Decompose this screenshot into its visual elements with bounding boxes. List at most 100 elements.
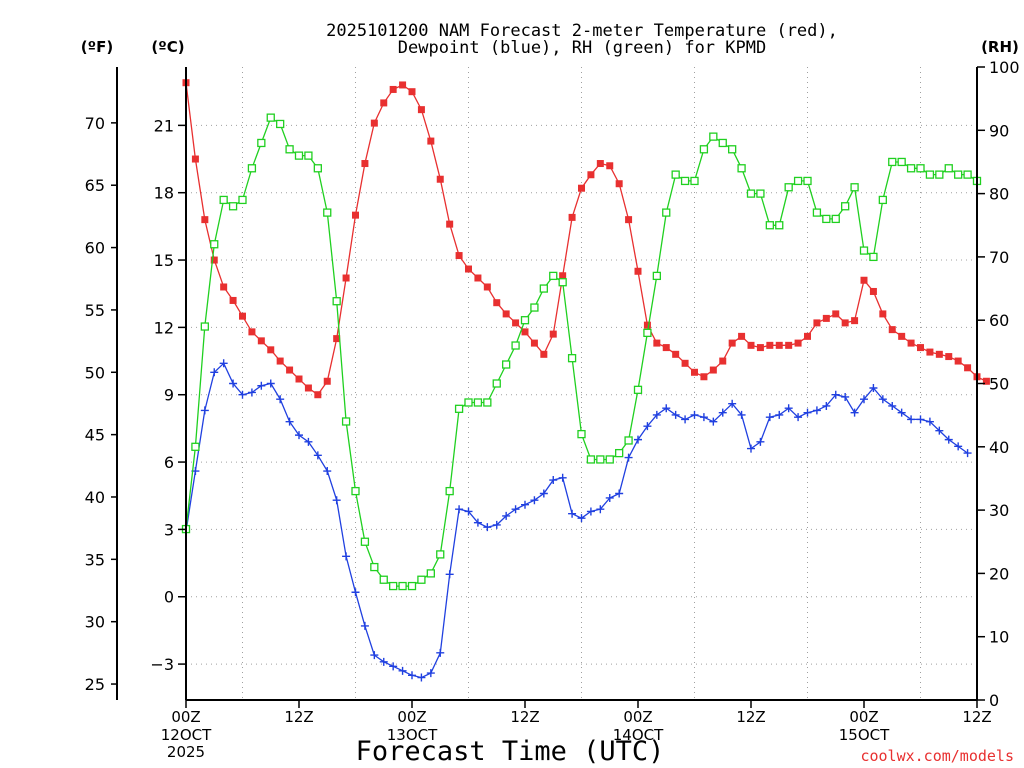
dewpoint-point: [690, 410, 699, 419]
temperature-point: [738, 332, 746, 340]
rh-point: [812, 208, 822, 217]
dewpoint-point: [436, 648, 445, 657]
rh-point: [803, 176, 812, 186]
dewpoint-point: [558, 473, 567, 482]
temperature-point: [502, 310, 510, 318]
dewpoint-point: [492, 520, 501, 529]
rh-point: [680, 176, 690, 186]
dewpoint-point: [577, 514, 586, 523]
rh-point: [859, 246, 869, 255]
temperature-point: [427, 137, 435, 145]
dewpoint-point: [841, 392, 850, 401]
rh-point: [906, 164, 916, 173]
dewpoint-point: [747, 444, 755, 453]
rh-point: [822, 214, 831, 224]
temperature-point: [709, 366, 717, 374]
rh-series: [181, 113, 982, 591]
temperature-point: [766, 341, 774, 349]
rh-point: [257, 138, 266, 148]
temperature-point: [483, 283, 491, 291]
rh-tick-label: 10: [989, 628, 1009, 647]
celsius-tick-label: 3: [164, 520, 174, 539]
temperature-point: [841, 319, 849, 327]
rh-point: [652, 271, 661, 281]
temperature-point: [954, 357, 962, 365]
rh-point: [502, 360, 511, 369]
temperature-point: [370, 119, 378, 127]
dewpoint-point: [860, 395, 868, 404]
rh-point: [567, 354, 577, 363]
rh-point: [351, 486, 360, 496]
fahrenheit-tick-label: 25: [85, 675, 105, 694]
temperature-point: [785, 341, 793, 349]
temperature-point: [634, 267, 642, 275]
dewpoint-point: [455, 505, 464, 514]
x-tick-label: 00Z: [849, 708, 878, 726]
dewpoint-point: [285, 417, 294, 426]
x-tick-year-label: 2025: [167, 743, 205, 761]
rh-point: [850, 183, 859, 192]
rh-point: [624, 436, 633, 445]
temperature-point: [804, 332, 811, 340]
dewpoint-point: [869, 383, 878, 392]
dewpoint-point: [473, 518, 482, 527]
dewpoint-point: [709, 417, 718, 426]
rh-point: [756, 189, 765, 198]
temperature-point: [606, 162, 614, 170]
dewpoint-point: [784, 404, 793, 413]
rh-point: [925, 170, 935, 179]
dewpoint-point: [238, 390, 247, 399]
dewpoint-point: [803, 408, 812, 417]
temperature-point: [474, 274, 482, 282]
rh-point: [935, 170, 944, 179]
temperature-point: [257, 337, 265, 345]
dewpoint-point: [728, 399, 737, 408]
x-tick-label: 12Z: [284, 708, 313, 726]
rh-point: [662, 208, 671, 217]
dewpoint-point: [313, 451, 322, 460]
dewpoint-point: [379, 657, 388, 666]
temperature-point: [945, 353, 953, 361]
rh-point: [473, 398, 483, 407]
x-tick-label: 00Z: [397, 708, 426, 726]
temperature-point: [926, 348, 934, 356]
x-tick-date-label: 13OCT: [387, 726, 438, 744]
dewpoint-point: [765, 413, 774, 422]
rh-point: [285, 145, 294, 154]
rh-point: [341, 417, 351, 426]
temperature-point: [860, 276, 868, 284]
temperature-point: [794, 339, 802, 347]
celsius-tick-label: 18: [154, 184, 174, 203]
temperature-point: [389, 85, 397, 93]
rh-point: [426, 569, 435, 578]
temperature-point: [333, 335, 341, 343]
dewpoint-point: [511, 505, 520, 514]
rh-point: [944, 164, 953, 173]
temperature-point: [879, 310, 887, 318]
rh-point: [294, 151, 304, 160]
dewpoint-point: [521, 500, 529, 509]
rh-point: [530, 303, 539, 312]
rh-point: [200, 322, 209, 331]
temperature-point: [559, 272, 567, 280]
temperature-point: [643, 321, 651, 329]
fahrenheit-tick-label: 35: [85, 550, 105, 569]
rh-point: [332, 297, 341, 306]
dewpoint-series: [182, 359, 972, 682]
dewpoint-point: [323, 467, 332, 476]
rh-point: [445, 486, 454, 496]
temperature-point: [380, 99, 388, 107]
dewpoint-point: [615, 489, 624, 498]
temperature-point: [888, 326, 896, 334]
rh-point: [690, 176, 699, 186]
temperature-point: [493, 299, 501, 307]
dewpoint-point: [408, 671, 416, 680]
dewpoint-point: [944, 435, 953, 444]
temperature-point: [982, 377, 990, 385]
dewpoint-point: [935, 426, 944, 435]
temperature-point: [578, 184, 585, 192]
dewpoint-point: [681, 415, 690, 424]
dewpoint-point: [586, 507, 595, 516]
dewpoint-point: [907, 415, 916, 424]
dewpoint-point: [342, 552, 351, 561]
